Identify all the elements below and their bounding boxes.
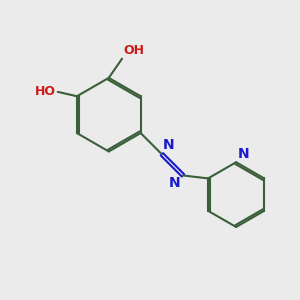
Text: OH: OH: [124, 44, 145, 57]
Text: N: N: [163, 138, 175, 152]
Text: HO: HO: [35, 85, 56, 98]
Text: N: N: [238, 147, 250, 161]
Text: N: N: [169, 176, 181, 190]
